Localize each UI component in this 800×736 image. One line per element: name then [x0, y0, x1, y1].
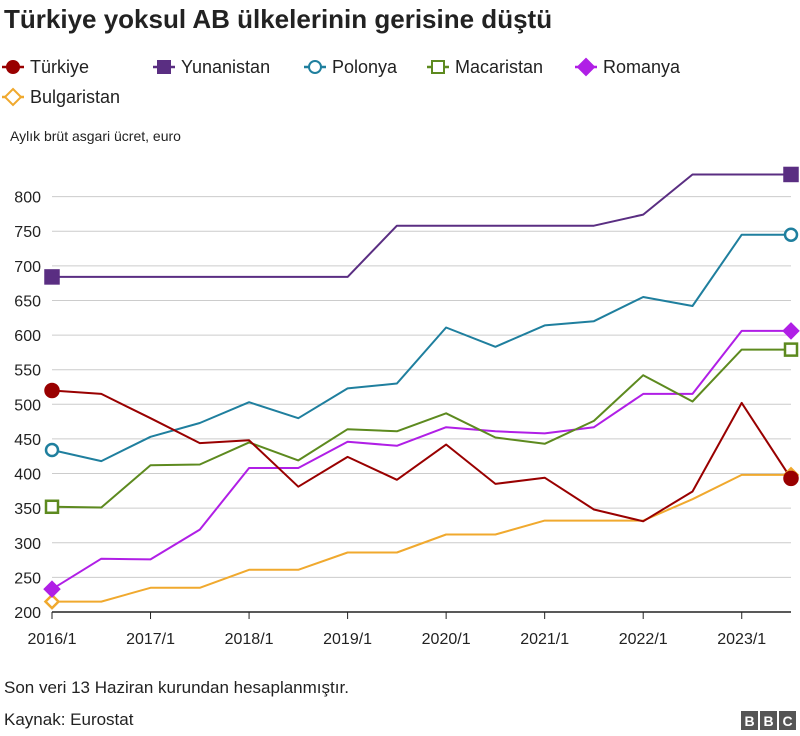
series-trkiye-end-marker [783, 470, 799, 487]
y-tick-label: 750 [14, 224, 41, 241]
gridlines [52, 196, 791, 578]
series-macaristan-end-marker [783, 342, 799, 357]
x-tick-label: 2019/1 [323, 631, 372, 648]
legend-label-bulgaristan: Bulgaristan [30, 86, 121, 107]
x-tick-label: 2018/1 [225, 631, 274, 648]
series-bulgaristan-start-marker [43, 593, 61, 610]
x-tick-label: 2016/1 [28, 631, 77, 648]
filled-diamond-marker-icon [575, 57, 597, 77]
y-tick-label: 200 [14, 605, 41, 622]
x-tick-label: 2021/1 [520, 631, 569, 648]
x-tick-label: 2017/1 [126, 631, 175, 648]
source-credit: Kaynak: Eurostat [4, 710, 134, 729]
bbc-logo-letter-b2: B [760, 711, 777, 730]
open-diamond-marker-icon [2, 87, 24, 107]
y-tick-label: 650 [14, 293, 41, 310]
legend: Türkiye Yunanistan Polonya Macaristan Ro… [0, 52, 800, 116]
open-circle-marker-icon [304, 60, 326, 74]
legend-label-polonya: Polonya [332, 56, 398, 77]
chart-title: Türkiye yoksul AB ülkelerinin gerisine d… [4, 4, 553, 34]
y-tick-label: 800 [14, 190, 41, 207]
open-square-marker-icon [427, 60, 449, 74]
x-tick-label: 2023/1 [717, 631, 766, 648]
y-tick-label: 450 [14, 432, 41, 449]
legend-item-bulgaristan: Bulgaristan [2, 82, 120, 112]
footnote: Son veri 13 Haziran kurundan hesaplanmış… [4, 678, 349, 697]
series-line-bulgaristan [52, 473, 791, 603]
filled-square-marker-icon [153, 60, 175, 74]
legend-item-turkiye: Türkiye [2, 52, 89, 82]
x-tick-label: 2022/1 [619, 631, 668, 648]
x-tick-label: 2020/1 [422, 631, 471, 648]
legend-item-romanya: Romanya [575, 52, 680, 82]
legend-label-turkiye: Türkiye [30, 56, 90, 77]
series-line-trkiye [51, 389, 792, 523]
legend-label-yunanistan: Yunanistan [181, 56, 271, 77]
y-tick-label: 350 [14, 501, 41, 518]
y-axis-label: Aylık brüt asgari ücret, euro [10, 128, 181, 144]
y-tick-label: 550 [14, 363, 41, 380]
end-markers [43, 166, 800, 610]
series-line-romanya [51, 329, 791, 591]
series-line-yunanistan [52, 173, 791, 278]
bbc-logo-letter-c: C [779, 711, 796, 730]
series-yunanistan-end-marker [783, 166, 799, 183]
series-line-polonya [51, 233, 791, 463]
legend-label-romanya: Romanya [603, 56, 681, 77]
y-tick-label: 600 [14, 328, 41, 345]
legend-item-polonya: Polonya [304, 52, 397, 82]
series-trkiye-start-marker [44, 382, 60, 399]
series-romanya-start-marker [43, 580, 61, 598]
series-polonya-end-marker [783, 227, 799, 242]
bbc-logo-letter-b1: B [741, 711, 758, 730]
y-tick-label: 300 [14, 536, 41, 553]
series-yunanistan-start-marker [44, 269, 60, 285]
legend-item-macaristan: Macaristan [427, 52, 543, 82]
series-lines [51, 173, 792, 603]
legend-item-yunanistan: Yunanistan [153, 52, 270, 82]
y-tick-label: 250 [14, 570, 41, 587]
series-line-macaristan [51, 348, 791, 509]
axes: 200 250 300 350 400 450 500 550 600 650 700 750 800 2… [14, 190, 791, 648]
y-tick-label: 700 [14, 259, 41, 276]
series-romanya-end-marker [782, 322, 800, 340]
y-tick-label: 500 [14, 397, 41, 414]
y-tick-label: 400 [14, 467, 41, 484]
bbc-logo: B B C [739, 711, 796, 730]
legend-label-macaristan: Macaristan [455, 56, 544, 77]
series-macaristan-start-marker [44, 499, 60, 515]
filled-circle-marker-icon [2, 60, 24, 74]
series-polonya-start-marker [44, 442, 60, 458]
